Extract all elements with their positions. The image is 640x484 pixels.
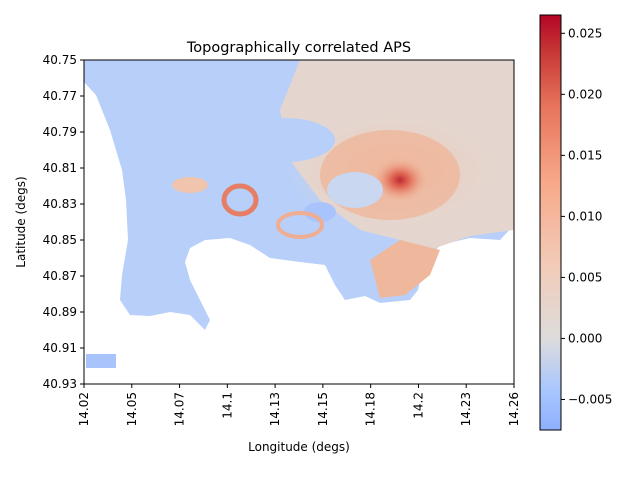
x-tick-label: 14.07 xyxy=(173,392,187,426)
colorbar-tick-label: 0.010 xyxy=(568,209,602,223)
x-tick-label: 14.26 xyxy=(507,392,521,426)
colorbar: 0.025 0.020 0.015 0.010 0.005 0.000 −0.005 xyxy=(539,14,612,431)
axes-frame xyxy=(83,59,515,385)
x-tick-label: 14.02 xyxy=(77,392,91,426)
y-tick-label: 40.75 xyxy=(43,53,77,67)
y-tick-label: 40.81 xyxy=(43,161,77,175)
y-tick-label: 40.89 xyxy=(43,305,77,319)
y-tick-label: 40.77 xyxy=(43,89,77,103)
colorbar-tick-label: 0.025 xyxy=(568,26,602,40)
y-tick-label: 40.83 xyxy=(43,197,77,211)
y-tick-label: 40.87 xyxy=(43,269,77,283)
x-tick-label: 14.23 xyxy=(459,392,473,426)
colorbar-tick-label: 0.020 xyxy=(568,87,602,101)
x-axis-ticks: 14.02 14.05 14.07 14.1 14.13 14.15 14.18 14.2 14… xyxy=(77,384,521,426)
colorbar-tick-label: −0.005 xyxy=(568,392,612,406)
x-tick-label: 14.13 xyxy=(268,392,282,426)
y-tick-label: 40.91 xyxy=(43,341,77,355)
colorbar-tick-label: 0.015 xyxy=(568,148,602,162)
colorbar-tick-label: 0.000 xyxy=(568,331,602,345)
colorbar-gradient xyxy=(539,14,562,431)
x-tick-label: 14.05 xyxy=(125,392,139,426)
x-tick-label: 14.1 xyxy=(220,392,234,419)
heatmap-image xyxy=(84,60,514,384)
colorbar-ticks: 0.025 0.020 0.015 0.010 0.005 0.000 −0.005 xyxy=(561,26,612,406)
y-axis-ticks: 40.75 40.77 40.79 40.81 40.83 40.85 40.87 40.89… xyxy=(43,53,84,391)
y-tick-label: 40.93 xyxy=(43,377,77,391)
x-tick-label: 14.2 xyxy=(411,392,425,419)
y-axis-label: Latitude (degs) xyxy=(14,176,28,267)
x-tick-label: 14.15 xyxy=(316,392,330,426)
colorbar-tick-label: 0.005 xyxy=(568,270,602,284)
y-tick-label: 40.85 xyxy=(43,233,77,247)
x-tick-label: 14.18 xyxy=(364,392,378,426)
x-axis-label: Longitude (degs) xyxy=(248,440,350,454)
chart-title: Topographically correlated APS xyxy=(186,40,411,56)
y-tick-label: 40.79 xyxy=(43,125,77,139)
